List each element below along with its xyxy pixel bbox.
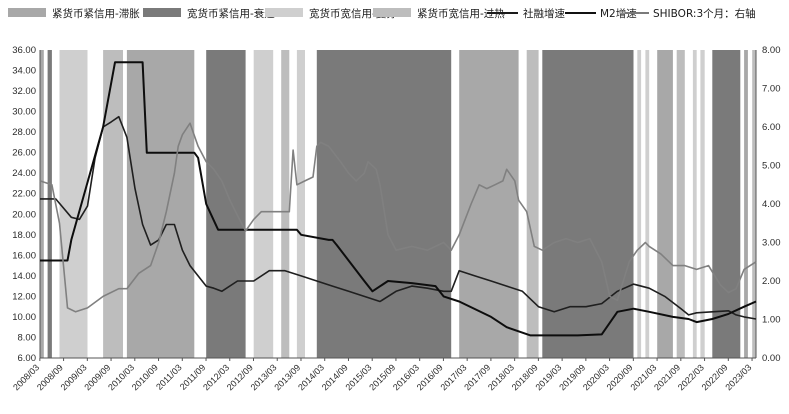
y-right-tick-label: 3.00 (762, 238, 781, 249)
legend-label-stagflation: 紧货币紧信用-滞胀 (52, 7, 140, 20)
legend-label-overheat: 紧货币宽信用-过热 (417, 7, 505, 20)
regime-band-stagflation (40, 50, 44, 358)
y-left-tick-label: 8.00 (18, 332, 37, 343)
regime-band-recession (316, 50, 452, 358)
legend-item-m2: M2增速 (565, 7, 637, 20)
series-line-m2 (40, 61, 757, 337)
y-right-tick-label: 2.00 (762, 276, 781, 287)
y-left-tick-label: 12.00 (12, 291, 36, 302)
y-left-tick-label: 16.00 (12, 250, 36, 261)
legend-label-m2: M2增速 (600, 7, 637, 20)
regime-band-overheat (103, 50, 123, 358)
regime-bands (40, 50, 756, 358)
regime-band-overheat (526, 50, 539, 358)
regime-band-overheat (676, 50, 685, 358)
series-line-shibor (39, 122, 757, 313)
y-right-tick-label: 1.00 (762, 315, 781, 326)
y-right-tick-label: 7.00 (762, 84, 781, 95)
regime-band-overheat (281, 50, 290, 358)
chart-legend: 紧货币紧信用-滞胀 宽货币紧信用-衰退 宽货币宽信用-复苏 紧货币宽信用-过热 … (8, 7, 756, 20)
y-right-tick-label: 6.00 (762, 122, 781, 133)
y-right-tick-label: 8.00 (762, 45, 781, 56)
regime-band-recovery (645, 50, 650, 358)
regime-band-stagflation (459, 50, 519, 358)
legend-item-shibor: SHIBOR:3个月：右轴 (625, 7, 756, 20)
y-left-tick-label: 32.00 (12, 86, 36, 97)
regime-band-recovery (253, 50, 274, 358)
regime-band-recovery (637, 50, 642, 358)
legend-item-social-financing: 社融增速 (487, 7, 565, 20)
y-left-tick-label: 36.00 (12, 45, 36, 56)
regime-band-stagflation (744, 50, 748, 358)
y-left-tick-label: 28.00 (12, 127, 36, 138)
regime-band-recession (47, 50, 52, 358)
y-left-tick-label: 24.00 (12, 168, 36, 179)
regime-band-recovery (692, 50, 697, 358)
chart-series (39, 61, 757, 337)
regime-band-recovery (59, 50, 88, 358)
legend-swatch-recession (143, 8, 181, 17)
y-left-tick-label: 30.00 (12, 107, 36, 118)
x-tick-label: 2010/09 (130, 362, 160, 392)
y-left-tick-label: 18.00 (12, 230, 36, 241)
y-right-tick-label: 5.00 (762, 161, 781, 172)
regime-band-recession (206, 50, 246, 358)
legend-item-recession: 宽货币紧信用-衰退 (143, 7, 275, 20)
y-left-tick-label: 10.00 (12, 312, 36, 323)
legend-item-stagflation: 紧货币紧信用-滞胀 (8, 7, 140, 20)
series-line-social-financing (40, 115, 757, 320)
y-left-tick-label: 22.00 (12, 189, 36, 200)
regime-band-recovery (700, 50, 705, 358)
legend-swatch-recovery (265, 8, 303, 17)
y-right-tick-label: 4.00 (762, 199, 781, 210)
regime-band-stagflation (126, 50, 195, 358)
regime-band-overheat (752, 50, 756, 358)
legend-item-overheat: 紧货币宽信用-过热 (373, 7, 505, 20)
legend-label-recession: 宽货币紧信用-衰退 (187, 7, 275, 20)
x-tick-label: 2023/03 (723, 362, 753, 392)
y-left-tick-label: 26.00 (12, 148, 36, 159)
legend-swatch-stagflation (8, 8, 46, 17)
y-left-tick-label: 34.00 (12, 66, 36, 77)
regime-band-recovery (296, 50, 305, 358)
y-left-tick-label: 14.00 (12, 271, 36, 282)
legend-label-social-financing: 社融增速 (523, 7, 565, 20)
y-left-tick-label: 6.00 (18, 353, 37, 364)
legend-label-shibor: SHIBOR:3个月：右轴 (653, 7, 756, 20)
legend-swatch-overheat (373, 8, 411, 17)
regime-band-stagflation (657, 50, 673, 358)
y-left-tick-label: 20.00 (12, 209, 36, 220)
regime-band-recession (712, 50, 741, 358)
y-right-tick-label: 0.00 (762, 353, 781, 364)
